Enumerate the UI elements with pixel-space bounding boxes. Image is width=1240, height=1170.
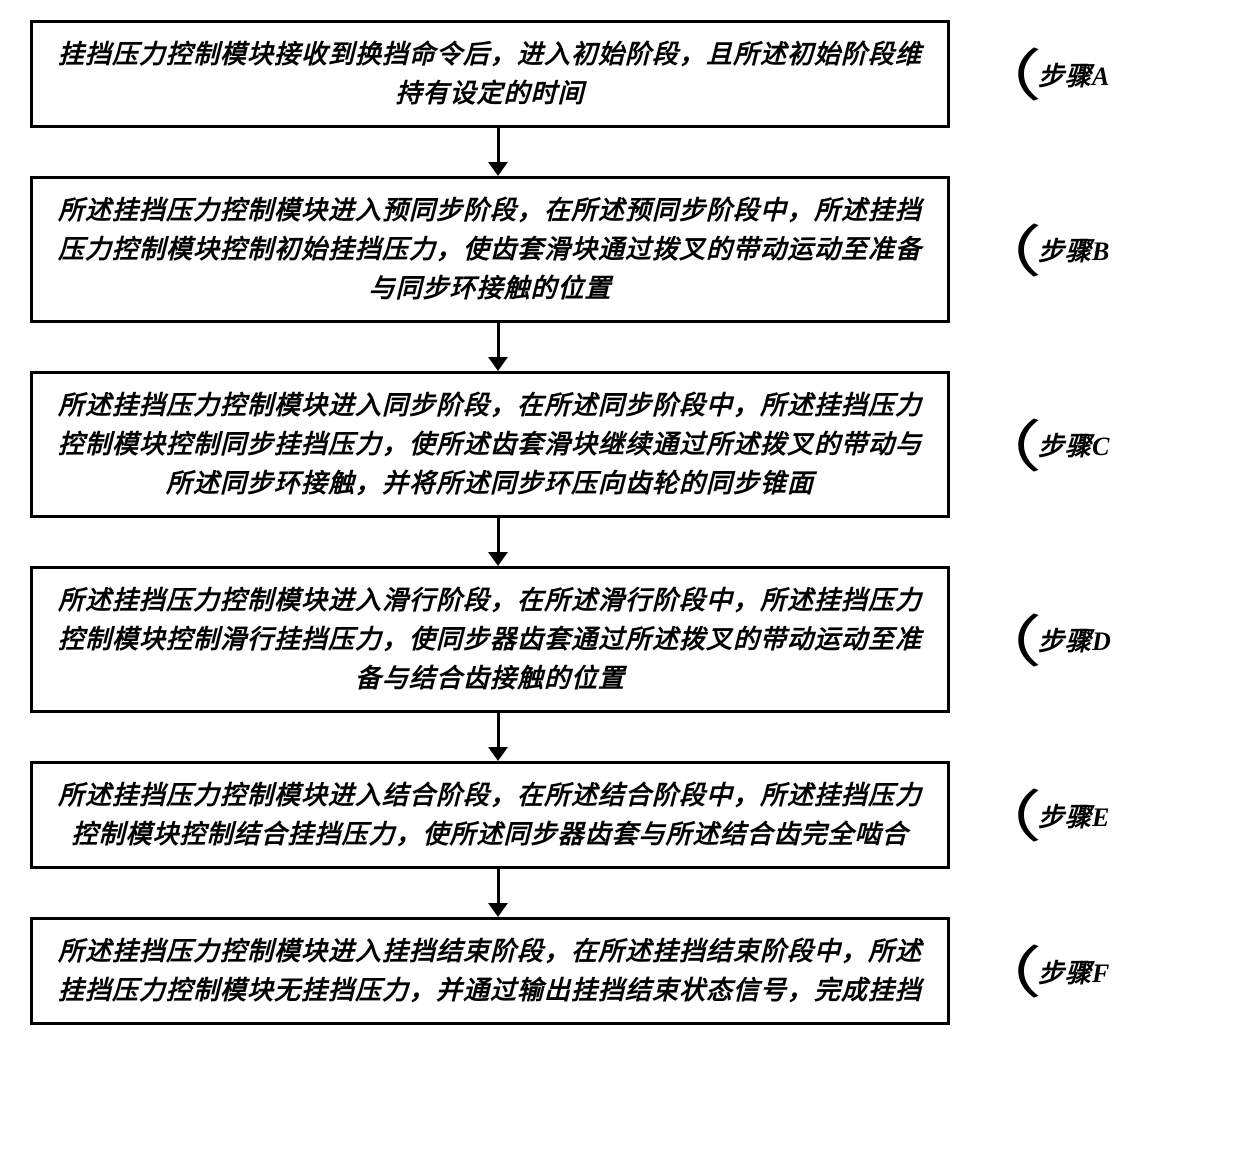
step-text-d: 所述挂挡压力控制模块进入滑行阶段，在所述滑行阶段中，所述挂挡压力控制模块控制滑行… [58, 586, 922, 693]
brace-icon: ︶ [959, 787, 1037, 843]
step-row-e: 所述挂挡压力控制模块进入结合阶段，在所述结合阶段中，所述挂挡压力控制模块控制结合… [30, 761, 1210, 869]
step-box-e: 所述挂挡压力控制模块进入结合阶段，在所述结合阶段中，所述挂挡压力控制模块控制结合… [30, 761, 950, 869]
step-row-a: 挂挡压力控制模块接收到换挡命令后，进入初始阶段，且所述初始阶段维持有设定的时间 … [30, 20, 1210, 128]
step-label-d: 步骤D [1038, 621, 1112, 658]
step-label-c: 步骤C [1038, 426, 1110, 463]
step-label-wrap-f: ︶ 步骤F [970, 943, 1110, 999]
step-text-f: 所述挂挡压力控制模块进入挂挡结束阶段，在所述挂挡结束阶段中，所述挂挡压力控制模块… [58, 937, 922, 1005]
flowchart-container: 挂挡压力控制模块接收到换挡命令后，进入初始阶段，且所述初始阶段维持有设定的时间 … [30, 20, 1210, 1025]
brace-icon: ︶ [959, 612, 1037, 668]
arrow-d-e [488, 713, 508, 761]
step-box-a: 挂挡压力控制模块接收到换挡命令后，进入初始阶段，且所述初始阶段维持有设定的时间 [30, 20, 950, 128]
arrow-head-icon [488, 903, 508, 917]
arrow-e-f [488, 869, 508, 917]
arrow-line [497, 128, 500, 162]
arrow-head-icon [488, 357, 508, 371]
step-row-d: 所述挂挡压力控制模块进入滑行阶段，在所述滑行阶段中，所述挂挡压力控制模块控制滑行… [30, 566, 1210, 713]
arrow-line [497, 713, 500, 747]
step-label-a: 步骤A [1038, 56, 1110, 93]
brace-icon: ︶ [959, 222, 1037, 278]
step-label-b: 步骤B [1038, 231, 1110, 268]
arrow-line [497, 869, 500, 903]
step-label-wrap-b: ︶ 步骤B [970, 222, 1110, 278]
arrow-b-c [488, 323, 508, 371]
arrow-head-icon [488, 747, 508, 761]
arrow-head-icon [488, 162, 508, 176]
step-text-a: 挂挡压力控制模块接收到换挡命令后，进入初始阶段，且所述初始阶段维持有设定的时间 [58, 40, 922, 108]
step-label-wrap-d: ︶ 步骤D [970, 612, 1112, 668]
step-label-wrap-c: ︶ 步骤C [970, 417, 1110, 473]
step-label-wrap-a: ︶ 步骤A [970, 46, 1110, 102]
step-box-b: 所述挂挡压力控制模块进入预同步阶段，在所述预同步阶段中，所述挂挡压力控制模块控制… [30, 176, 950, 323]
brace-icon: ︶ [959, 417, 1037, 473]
brace-icon: ︶ [959, 46, 1037, 102]
brace-icon: ︶ [959, 943, 1037, 999]
step-row-b: 所述挂挡压力控制模块进入预同步阶段，在所述预同步阶段中，所述挂挡压力控制模块控制… [30, 176, 1210, 323]
step-text-e: 所述挂挡压力控制模块进入结合阶段，在所述结合阶段中，所述挂挡压力控制模块控制结合… [58, 781, 922, 849]
arrow-a-b [488, 128, 508, 176]
arrow-head-icon [488, 552, 508, 566]
arrow-c-d [488, 518, 508, 566]
step-row-f: 所述挂挡压力控制模块进入挂挡结束阶段，在所述挂挡结束阶段中，所述挂挡压力控制模块… [30, 917, 1210, 1025]
step-label-f: 步骤F [1038, 953, 1110, 990]
step-text-c: 所述挂挡压力控制模块进入同步阶段，在所述同步阶段中，所述挂挡压力控制模块控制同步… [58, 391, 922, 498]
step-label-wrap-e: ︶ 步骤E [970, 787, 1110, 843]
arrow-line [497, 518, 500, 552]
step-row-c: 所述挂挡压力控制模块进入同步阶段，在所述同步阶段中，所述挂挡压力控制模块控制同步… [30, 371, 1210, 518]
step-box-d: 所述挂挡压力控制模块进入滑行阶段，在所述滑行阶段中，所述挂挡压力控制模块控制滑行… [30, 566, 950, 713]
step-text-b: 所述挂挡压力控制模块进入预同步阶段，在所述预同步阶段中，所述挂挡压力控制模块控制… [58, 196, 922, 303]
step-box-c: 所述挂挡压力控制模块进入同步阶段，在所述同步阶段中，所述挂挡压力控制模块控制同步… [30, 371, 950, 518]
step-label-e: 步骤E [1038, 797, 1110, 834]
arrow-line [497, 323, 500, 357]
step-box-f: 所述挂挡压力控制模块进入挂挡结束阶段，在所述挂挡结束阶段中，所述挂挡压力控制模块… [30, 917, 950, 1025]
